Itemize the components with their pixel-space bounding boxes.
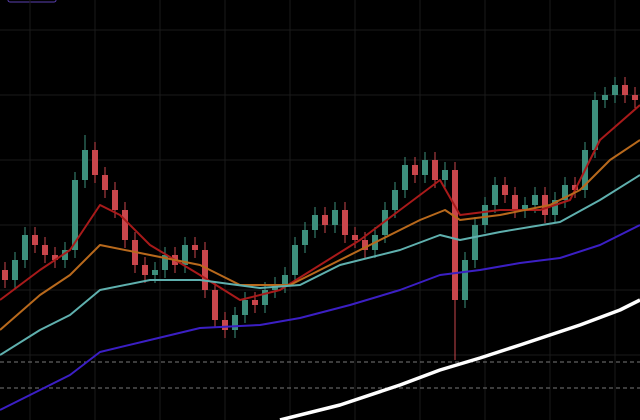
candle-body: [52, 255, 58, 260]
candle-body: [202, 250, 208, 290]
candle-body: [312, 215, 318, 230]
candle-body: [232, 315, 238, 330]
candle-body: [212, 290, 218, 320]
moving-average-line: [0, 174, 640, 356]
candle-body: [482, 205, 488, 225]
candle-body: [592, 100, 598, 150]
candle-body: [332, 210, 338, 225]
candle-body: [632, 95, 638, 100]
candle-body: [72, 180, 78, 250]
candle-body: [92, 150, 98, 175]
candle-body: [422, 160, 428, 175]
moving-average-line: [0, 139, 640, 331]
candle-body: [572, 185, 578, 190]
candle-body: [162, 255, 168, 270]
candle-body: [522, 205, 528, 210]
candle-body: [532, 195, 538, 205]
candle-body: [492, 185, 498, 205]
candle-body: [342, 210, 348, 235]
moving-average-line: [0, 224, 640, 411]
candle-body: [442, 170, 448, 180]
candle-body: [452, 170, 458, 300]
candle-body: [102, 175, 108, 190]
candle-body: [292, 245, 298, 275]
candle-body: [552, 200, 558, 215]
candle-body: [392, 190, 398, 210]
candle-body: [302, 230, 308, 245]
candle-body: [42, 245, 48, 255]
moving-average-line: [0, 104, 640, 301]
candle-body: [192, 245, 198, 250]
candle-body: [22, 235, 28, 260]
candle-body: [62, 250, 68, 260]
candle-body: [282, 275, 288, 285]
candle-body: [2, 270, 8, 280]
candle-body: [362, 240, 368, 250]
candle-body: [622, 85, 628, 95]
candle-body: [112, 190, 118, 210]
candle-body: [352, 235, 358, 240]
candle-body: [412, 165, 418, 175]
candle-body: [262, 290, 268, 305]
candle-body: [612, 85, 618, 95]
candle-body: [462, 260, 468, 300]
candle-body: [252, 300, 258, 305]
candle-body: [562, 185, 568, 200]
moving-average-line: [279, 298, 640, 420]
candle-body: [432, 160, 438, 180]
candle-body: [472, 225, 478, 260]
candle-body: [182, 245, 188, 265]
candle-body: [402, 165, 408, 190]
candle-body: [142, 265, 148, 275]
candle-body: [152, 270, 158, 275]
candle-body: [82, 150, 88, 180]
candle-body: [602, 95, 608, 100]
candle-body: [512, 195, 518, 210]
candle-body: [122, 210, 128, 240]
toolbar-button[interactable]: [7, 0, 57, 3]
candle-body: [502, 185, 508, 195]
candle-body: [12, 260, 18, 280]
candle-body: [242, 300, 248, 315]
candle-body: [222, 320, 228, 330]
candle-body: [322, 215, 328, 225]
candle-body: [32, 235, 38, 245]
